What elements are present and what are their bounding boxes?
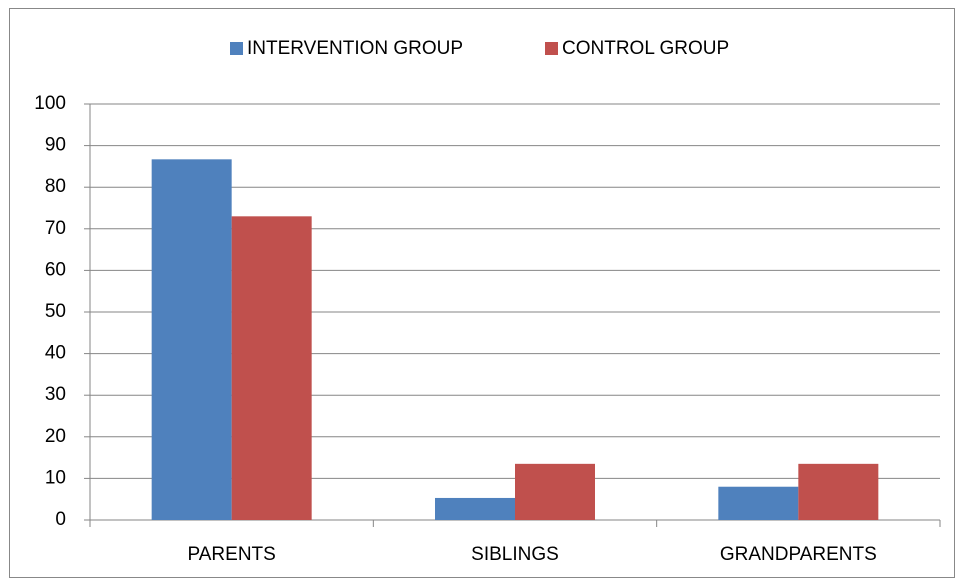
y-tick-label: 20 xyxy=(45,426,66,447)
bar xyxy=(435,497,515,520)
x-tick-label: SIBLINGS xyxy=(471,544,559,565)
y-tick-label: 100 xyxy=(34,93,66,114)
y-tick-label: 80 xyxy=(45,176,66,197)
bar xyxy=(151,159,232,520)
y-tick-label: 70 xyxy=(45,218,66,239)
legend-swatch xyxy=(230,42,243,55)
legend-swatch xyxy=(545,42,558,55)
x-tick-label: GRANDPARENTS xyxy=(720,544,877,565)
x-tick-label: PARENTS xyxy=(187,544,275,565)
bar xyxy=(515,463,595,520)
y-tick-label: 40 xyxy=(45,343,66,364)
y-tick-label: 30 xyxy=(45,384,66,405)
bar xyxy=(798,463,879,520)
bar xyxy=(231,216,312,520)
y-tick-label: 50 xyxy=(45,301,66,322)
y-tick-label: 60 xyxy=(45,259,66,280)
y-tick-label: 0 xyxy=(55,509,66,530)
y-tick-label: 10 xyxy=(45,467,66,488)
legend-label: INTERVENTION GROUP xyxy=(247,38,463,59)
legend-label: CONTROL GROUP xyxy=(562,38,729,59)
y-tick-label: 90 xyxy=(45,135,66,156)
bar xyxy=(718,486,799,520)
